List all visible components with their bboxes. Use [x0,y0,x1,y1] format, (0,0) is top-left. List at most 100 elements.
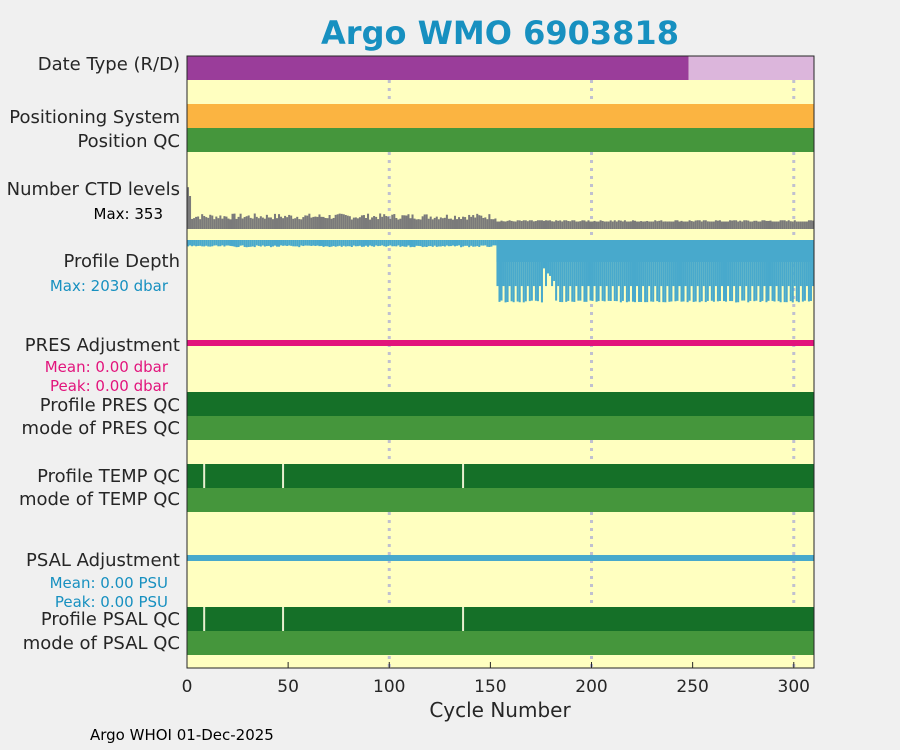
profile-depth-bar [668,240,671,302]
ctd-levels-bar [391,214,394,229]
profile-depth-bar [462,240,465,247]
ctd-levels-bar [383,214,386,229]
profile-depth-bar [352,240,355,246]
profile-depth-bar [644,240,647,303]
profile-depth-bar [399,240,402,247]
profile-depth-bar [737,240,740,303]
ctd-levels-bar [447,218,450,229]
ctd-levels-bar [217,218,220,229]
profile-depth-bar [518,240,521,303]
ctd-levels-bar [557,220,560,229]
ctd-levels-bar [646,220,649,229]
ctd-levels-bar [195,216,198,229]
profile-depth-bar [431,240,434,247]
plot-frame [186,55,815,669]
profile-depth-bar [199,240,202,246]
ctd-levels-bar [235,218,238,229]
ctd-levels-bar [360,215,363,229]
profile-depth-bar [362,240,365,247]
ctd-levels-bar [595,221,598,229]
label-position-qc: Position QC [77,131,180,152]
ctd-levels-bar [488,214,491,229]
ctd-levels-bar [666,221,669,229]
ctd-levels-bar [712,221,715,229]
profile-depth-bar [379,240,382,246]
profile-depth-bar [460,240,463,248]
profile-depth-bar [559,240,562,302]
ctd-levels-bar [213,219,216,229]
profile-depth-bar [714,240,717,287]
ctd-levels-bar [231,213,234,229]
x-tick-label: 200 [575,677,607,697]
profile-depth-bar [451,240,454,246]
profile-depth-bar [502,240,505,287]
ctd-levels-bar [609,220,612,229]
ctd-levels-bar [547,220,550,229]
profile-depth-bar [189,240,192,246]
ctd-levels-bar [197,216,200,229]
profile-depth-bar [530,240,533,301]
profile-depth-bar [538,240,541,287]
profile-depth-bar [615,240,618,302]
temp-qc-exception-mark [203,464,206,488]
ctd-levels-bar [308,213,311,229]
ctd-levels-bar [199,219,202,229]
profile-depth-bar [781,240,784,287]
ctd-levels-bar [466,219,469,229]
ctd-levels-bar [585,221,588,229]
footer-credit: Argo WHOI 01-Dec-2025 [90,726,274,744]
ctd-levels-bar [494,218,497,229]
ctd-levels-bar [530,220,533,229]
ctd-levels-bar [251,218,254,229]
profile-depth-bar [809,240,812,301]
ctd-levels-bar [751,221,754,229]
ctd-levels-bar [779,220,782,229]
ctd-levels-bar [664,221,667,229]
ctd-levels-bar [514,221,517,229]
profile-depth-bar [381,240,384,246]
ctd-levels-bar [302,217,305,229]
profile-depth-bar [532,240,535,287]
profile-depth-bar [611,240,614,287]
ctd-levels-bar [462,216,465,229]
ctd-levels-bar [811,220,814,229]
profile-depth-bar [494,240,497,246]
ctd-levels-bar [660,220,663,229]
ctd-levels-bar [638,221,641,229]
ctd-levels-bar [571,220,574,229]
ctd-levels-bar [425,214,428,229]
profile-depth-bar [209,240,212,247]
profile-depth-bar [741,240,744,301]
profile-depth-bar [761,240,764,301]
profile-depth-bar [666,240,669,287]
ctd-levels-bar [362,215,365,229]
psal-peak-note: Peak: 0.00 PSU [55,593,168,611]
profile-depth-bar [528,240,531,302]
label-mode-psal-qc: mode of PSAL QC [23,633,180,654]
profile-depth-bar [706,240,709,301]
profile-depth-bar [261,240,264,246]
profile-depth-bar [326,240,329,247]
ctd-levels-bar [668,221,671,229]
ctd-levels-bar [326,218,329,229]
profile-depth-bar [510,240,513,302]
profile-depth-bar [375,240,378,246]
profile-depth-bar [383,240,386,247]
ctd-levels-bar [284,215,287,229]
profile-depth-bar [243,240,246,247]
ctd-levels-bar [275,218,279,229]
ctd-levels-bar [745,220,748,229]
ctd-levels-bar [336,214,339,229]
ctd-levels-bar [512,221,515,229]
profile-depth-bar [587,240,590,287]
ctd-levels-bar [605,221,608,229]
profile-depth-bar [674,240,677,302]
row-labels: Date Type (R/D) Positioning System Posit… [7,54,180,654]
profile-depth-bar [371,240,374,247]
ctd-levels-bar [411,214,414,229]
profile-depth-bar [241,240,244,246]
profile-depth-bar [680,240,683,302]
profile-depth-bar [304,240,307,246]
profile-depth-bar [395,240,398,247]
profile-depth-bar [344,240,347,247]
